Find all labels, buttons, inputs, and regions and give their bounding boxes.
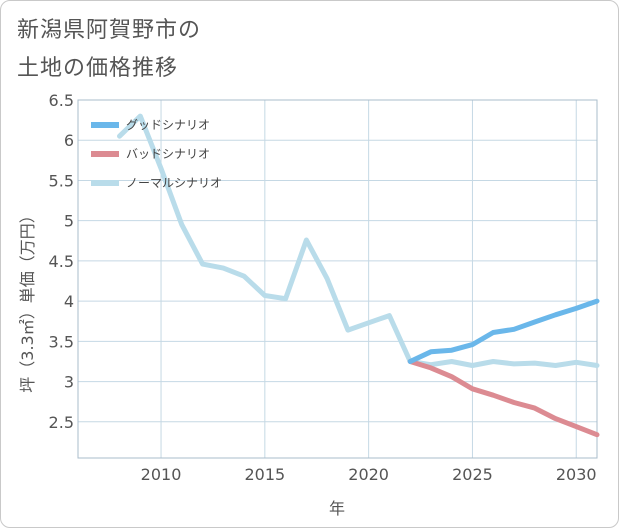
chart-title-line2: 土地の価格推移 [17, 56, 179, 81]
y-tick-label: 5 [64, 212, 74, 231]
legend-label-1: バッドシナリオ [126, 147, 210, 161]
x-tick-label: 2025 [452, 465, 493, 484]
x-axis-label: 年 [329, 499, 345, 518]
y-tick-label: 5.5 [49, 171, 74, 190]
y-tick-label: 3.5 [49, 332, 74, 351]
y-tick-label: 2.5 [49, 413, 74, 432]
y-tick-label: 6.5 [49, 91, 74, 110]
series-line-2 [117, 113, 600, 368]
y-axis-ticks: 2.5 3 3.5 4 4.5 5 5.5 6 6.5 [49, 91, 74, 432]
y-tick-label: 4.5 [49, 252, 74, 271]
legend-label-2: ノーマルシナリオ [126, 176, 222, 190]
chart-title-line1: 新潟県阿賀野市の [17, 18, 202, 43]
plot-frame [77, 99, 598, 459]
x-tick-label: 2010 [141, 465, 182, 484]
legend-label-0: グッドシナリオ [126, 118, 210, 132]
series-line-1 [407, 359, 600, 438]
y-tick-label: 3 [64, 373, 74, 392]
y-tick-label: 4 [64, 292, 74, 311]
y-tick-label: 6 [64, 131, 74, 150]
x-tick-label: 2030 [556, 465, 597, 484]
x-tick-label: 2015 [244, 465, 285, 484]
series-layer [117, 113, 600, 438]
y-axis-label: 坪（3.3㎡）単価（万円） [18, 207, 37, 392]
series-line-0 [407, 298, 600, 364]
x-axis-ticks: 2010 2015 2020 2025 2030 [141, 465, 597, 484]
grid-lines [78, 99, 597, 458]
x-tick-label: 2020 [348, 465, 389, 484]
